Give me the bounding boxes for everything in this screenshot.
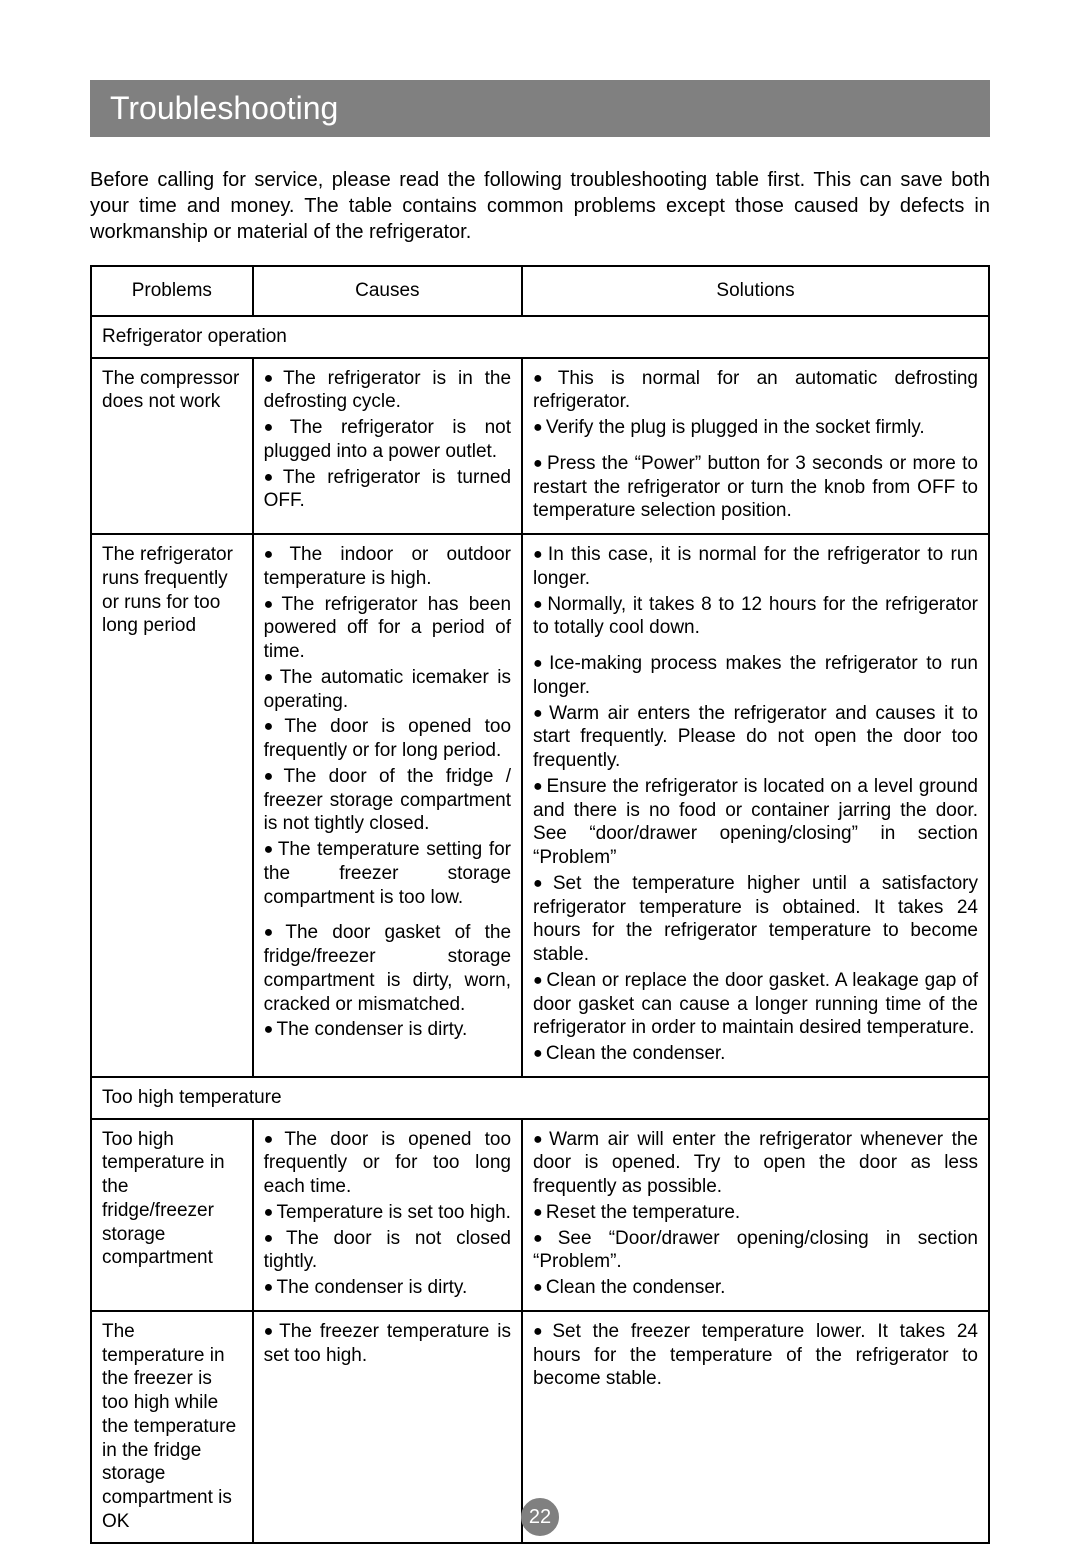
bullet-item: The condenser is dirty.: [264, 1018, 511, 1042]
cell-causes: The indoor or outdoor temperature is hig…: [253, 534, 522, 1077]
bullet-item: Temperature is set too high.: [264, 1201, 511, 1225]
section-title: Troubleshooting: [90, 80, 990, 137]
bullet-item: Warm air will enter the refrigerator whe…: [533, 1128, 978, 1199]
table-header-row: Problems Causes Solutions: [91, 266, 989, 316]
spacer: [533, 642, 978, 652]
subhead-refrigerator-operation: Refrigerator operation: [91, 316, 989, 358]
col-header-solutions: Solutions: [522, 266, 989, 316]
page-root: Troubleshooting Before calling for servi…: [0, 0, 1080, 1544]
bullet-item: Ice-making process makes the refrigerato…: [533, 652, 978, 700]
bullet-item: This is normal for an automatic defrosti…: [533, 367, 978, 415]
cell-causes: The door is opened too frequently or for…: [253, 1119, 522, 1311]
bullet-item: The refrigerator has been powered off fo…: [264, 593, 511, 664]
bullet-item: Clean the condenser.: [533, 1042, 978, 1066]
bullet-item: Set the temperature higher until a satis…: [533, 872, 978, 967]
bullet-item: In this case, it is normal for the refri…: [533, 543, 978, 591]
spacer: [264, 911, 511, 921]
bullet-item: The door of the fridge / freezer storage…: [264, 765, 511, 836]
bullet-item: Press the “Power” button for 3 seconds o…: [533, 452, 978, 523]
bullet-item: Reset the temperature.: [533, 1201, 978, 1225]
cell-solutions: In this case, it is normal for the refri…: [522, 534, 989, 1077]
bullet-item: The freezer temperature is set too high.: [264, 1320, 511, 1368]
bullet-item: The door is not closed tightly.: [264, 1227, 511, 1275]
cell-solutions: Warm air will enter the refrigerator whe…: [522, 1119, 989, 1311]
page-number: 22: [521, 1498, 559, 1536]
bullet-item: The refrigerator is in the defrosting cy…: [264, 367, 511, 415]
cell-solutions: Set the freezer temperature lower. It ta…: [522, 1311, 989, 1543]
bullet-item: Warm air enters the refrigerator and cau…: [533, 702, 978, 773]
table-row: The compressor does not work The refrige…: [91, 358, 989, 535]
col-header-problems: Problems: [91, 266, 253, 316]
bullet-item: Clean or replace the door gasket. A leak…: [533, 969, 978, 1040]
bullet-item: Set the freezer temperature lower. It ta…: [533, 1320, 978, 1391]
bullet-item: The door is opened too frequently or for…: [264, 715, 511, 763]
col-header-causes: Causes: [253, 266, 522, 316]
bullet-item: Verify the plug is plugged in the socket…: [533, 416, 978, 440]
table-subheader-row: Refrigerator operation: [91, 316, 989, 358]
bullet-item: Normally, it takes 8 to 12 hours for the…: [533, 593, 978, 641]
bullet-item: The condenser is dirty.: [264, 1276, 511, 1300]
bullet-item: Ensure the refrigerator is located on a …: [533, 775, 978, 870]
cell-problem: Too high temperature in the fridge/freez…: [91, 1119, 253, 1311]
cell-causes: The freezer temperature is set too high.: [253, 1311, 522, 1543]
bullet-item: See “Door/drawer opening/closing in sect…: [533, 1227, 978, 1275]
cell-problem: The temperature in the freezer is too hi…: [91, 1311, 253, 1543]
bullet-item: The refrigerator is not plugged into a p…: [264, 416, 511, 464]
bullet-item: The door is opened too frequently or for…: [264, 1128, 511, 1199]
cell-problem: The compressor does not work: [91, 358, 253, 535]
bullet-item: The indoor or outdoor temperature is hig…: [264, 543, 511, 591]
bullet-item: The temperature setting for the freezer …: [264, 838, 511, 909]
subhead-too-high-temperature: Too high temperature: [91, 1077, 989, 1119]
cell-problem: The refrigerator runs frequently or runs…: [91, 534, 253, 1077]
cell-causes: The refrigerator is in the defrosting cy…: [253, 358, 522, 535]
bullet-item: The automatic icemaker is operating.: [264, 666, 511, 714]
troubleshooting-table: Problems Causes Solutions Refrigerator o…: [90, 265, 990, 1544]
bullet-item: Clean the condenser.: [533, 1276, 978, 1300]
table-row: The refrigerator runs frequently or runs…: [91, 534, 989, 1077]
bullet-item: The door gasket of the fridge/freezer st…: [264, 921, 511, 1016]
table-subheader-row: Too high temperature: [91, 1077, 989, 1119]
cell-solutions: This is normal for an automatic defrosti…: [522, 358, 989, 535]
table-row: Too high temperature in the fridge/freez…: [91, 1119, 989, 1311]
page-number-badge: 22: [521, 1498, 559, 1536]
bullet-item: The refrigerator is turned OFF.: [264, 466, 511, 514]
spacer: [533, 442, 978, 452]
intro-paragraph: Before calling for service, please read …: [90, 167, 990, 245]
